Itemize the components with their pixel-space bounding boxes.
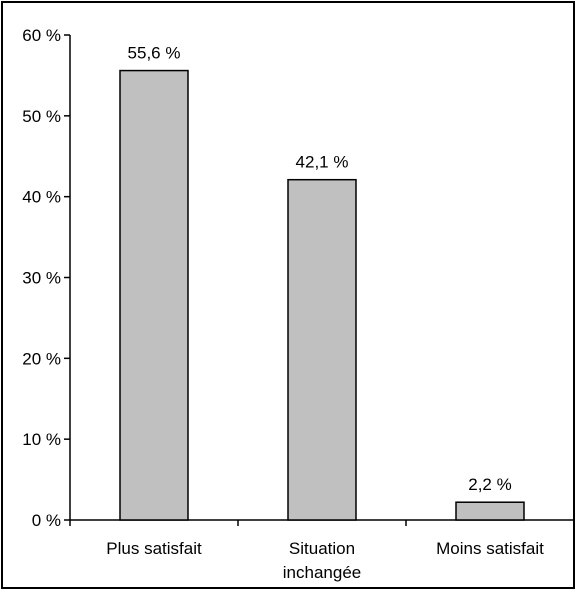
y-tick-label: 30 %: [22, 269, 61, 288]
bar: [119, 69, 189, 521]
data-label: 55,6 %: [128, 44, 181, 63]
bar: [455, 501, 525, 521]
data-label: 42,1 %: [296, 153, 349, 172]
bar: [287, 178, 357, 521]
category-label: Situation: [289, 539, 355, 558]
y-tick-label: 60 %: [22, 26, 61, 45]
data-label: 2,2 %: [468, 475, 511, 494]
category-label: inchangée: [283, 563, 361, 582]
bars: [119, 69, 525, 521]
y-tick-label: 20 %: [22, 349, 61, 368]
y-tick-label: 50 %: [22, 107, 61, 126]
y-tick-label: 10 %: [22, 430, 61, 449]
category-label: Moins satisfait: [436, 539, 544, 558]
labels: 0 % 10 % 20 % 30 % 40 % 50 % 60 % 55,6 % Plus sa…: [22, 26, 544, 582]
category-label: Plus satisfait: [106, 539, 202, 558]
y-tick-label: 40 %: [22, 188, 61, 207]
y-tick-label: 0 %: [32, 511, 61, 530]
